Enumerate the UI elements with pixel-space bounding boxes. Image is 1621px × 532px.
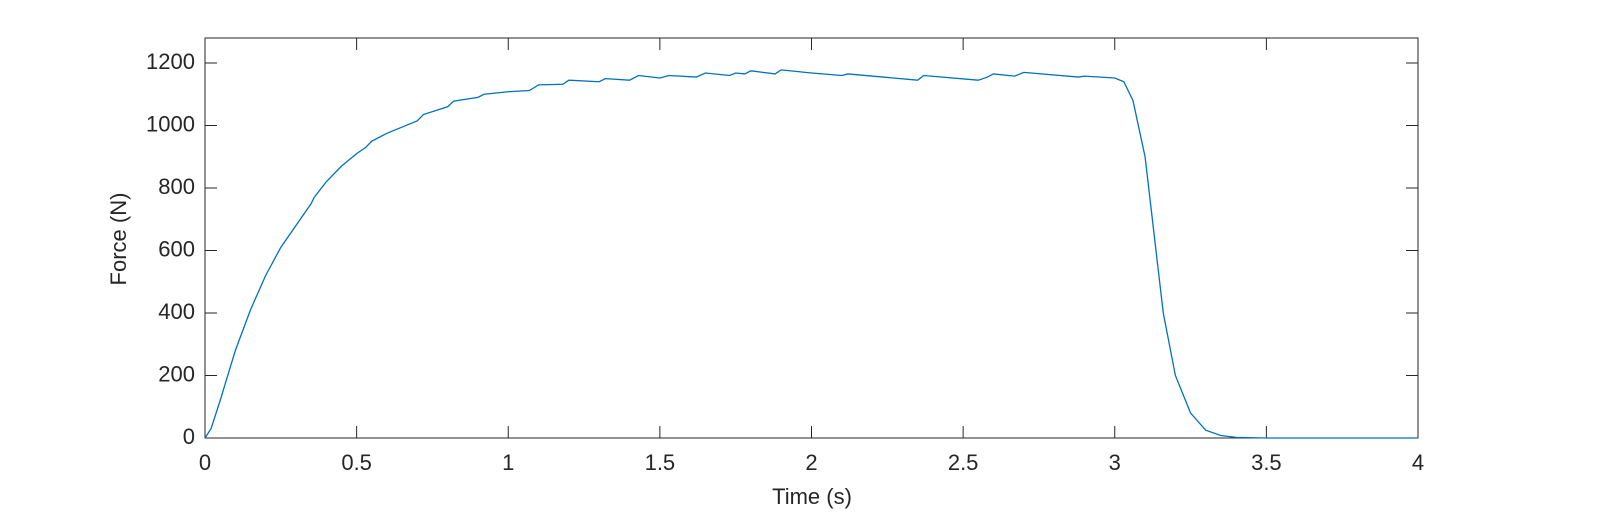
x-tick-label: 0 <box>199 450 211 475</box>
x-tick-label: 4 <box>1412 450 1424 475</box>
x-tick-label: 3.5 <box>1251 450 1282 475</box>
x-tick-label: 2.5 <box>948 450 979 475</box>
y-tick-label: 800 <box>158 174 195 199</box>
plot-area <box>204 37 1419 439</box>
x-tick-label: 3 <box>1109 450 1121 475</box>
y-tick-label: 400 <box>158 299 195 324</box>
x-tick-label: 2 <box>805 450 817 475</box>
x-tick-label: 1.5 <box>645 450 676 475</box>
x-tick-label: 1 <box>502 450 514 475</box>
y-tick-label: 200 <box>158 361 195 386</box>
y-tick-label: 0 <box>183 424 195 449</box>
y-tick-label: 1200 <box>146 49 195 74</box>
y-tick-label: 600 <box>158 236 195 261</box>
data-line <box>204 69 1418 439</box>
y-axis-label: Force (N) <box>106 193 131 286</box>
x-axis-label: Time (s) <box>772 484 852 509</box>
x-tick-label: 0.5 <box>341 450 372 475</box>
y-tick-label: 1000 <box>146 111 195 136</box>
